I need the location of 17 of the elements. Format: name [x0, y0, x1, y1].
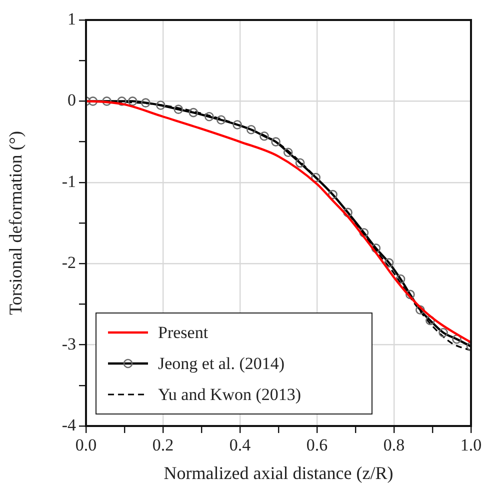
y-tick-label: -3 [62, 334, 76, 354]
y-tick-label: -2 [62, 253, 76, 272]
x-tick-label: 0.2 [152, 436, 174, 455]
y-tick-label: 1 [68, 9, 76, 28]
y-tick-label: 0 [68, 90, 76, 110]
y-tick-label: -1 [62, 172, 76, 191]
x-tick-label: 0.4 [229, 436, 252, 455]
x-tick-label: 1.0 [460, 436, 482, 455]
x-tick-label: 0.6 [306, 436, 328, 455]
legend-label: Present [158, 322, 208, 342]
legend-label: Yu and Kwon (2013) [158, 384, 302, 404]
x-axis-title: Normalized axial distance (z/R) [164, 462, 394, 483]
y-tick-label: -4 [62, 415, 76, 434]
legend-label: Jeong et al. (2014) [158, 354, 285, 373]
x-tick-label: 0.0 [75, 436, 97, 455]
x-tick-label: 0.8 [383, 436, 405, 455]
y-axis-title: Torsional deformation (°) [6, 131, 26, 315]
